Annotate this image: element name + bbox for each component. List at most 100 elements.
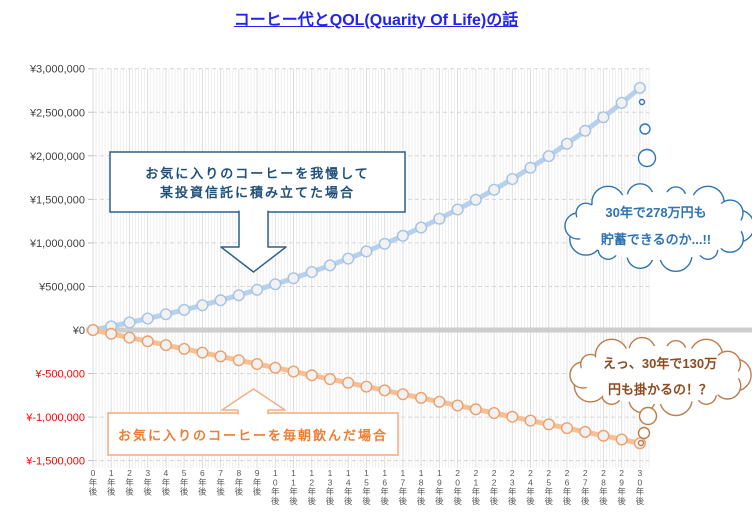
y-axis-label: ¥-500,000 [34,369,85,381]
data-point-marker [105,327,118,340]
data-point-marker [360,380,373,393]
cost-cloud-line1: えっ、30年で130万 [602,356,718,371]
investment-callout-arrow [220,210,287,273]
data-point-marker [159,308,172,321]
data-point-marker [378,384,391,397]
cloud-body [579,346,739,404]
y-axis-label: ¥1,500,000 [29,194,85,206]
data-point-marker [524,161,537,174]
y-axis-label: ¥2,500,000 [29,107,85,119]
savings-cloud-tail [637,98,657,168]
data-point-marker [524,414,537,427]
page-title: コーヒー代とQOL(Quarity Of Life)の話 [233,12,519,29]
x-axis-label: 1 9 年後 [435,468,444,506]
data-point-marker [396,388,409,401]
data-point-marker [469,403,482,416]
data-point-marker [633,81,646,94]
data-point-marker [615,96,628,109]
data-point-marker [214,294,227,307]
series-investment [86,81,646,337]
coffee-callout-arrow [221,388,286,415]
data-point-marker [324,259,337,272]
data-point-marker [597,111,610,124]
data-point-marker [232,354,245,367]
data-point-marker [342,252,355,265]
savings-thought-bubble-text: 30年で278万円も 貯蓄できるのか...!! [572,199,740,253]
cloud-body [574,192,742,260]
data-point-marker [251,358,264,371]
data-point-marker [251,283,264,296]
data-point-marker [214,350,227,363]
x-axis-label: 1 2 年後 [308,468,317,506]
y-axis-label: ¥500,000 [38,281,85,293]
data-point-marker [123,316,136,329]
cost-cloud-line2: 円も掛かるの！？ [607,382,712,397]
data-point-marker [141,312,154,325]
y-axis-label: ¥2,000,000 [29,151,85,163]
data-point-marker [451,203,464,216]
cost-thought-bubble-text: えっ、30年で130万 円も掛かるの！？ [580,351,740,403]
x-axis-label: 2 1 年後 [472,468,481,506]
x-axis-label: 2 6 年後 [563,468,572,506]
y-axis-label: ¥1,000,000 [29,238,85,250]
thought-tail-bubble [637,439,645,447]
x-axis-label: 1 4 年後 [344,468,353,506]
x-axis-label: 2 4 年後 [526,468,535,506]
data-point-marker [232,289,245,302]
data-point-marker [451,399,464,412]
data-point-marker [305,369,318,382]
x-axis-label: 8 年後 [235,468,244,497]
data-point-marker [178,342,191,355]
data-point-marker [415,391,428,404]
x-axis-label: 2 3 年後 [508,468,517,506]
x-axis-label: 0 年後 [89,468,98,497]
coffee-callout-line1: お気に入りのコーヒーを毎朝飲んだ場合 [117,427,388,443]
data-point-marker [561,137,574,150]
thought-tail-bubble [637,148,657,168]
data-point-marker [561,422,574,435]
x-axis-label: 5 年後 [180,468,189,497]
investment-callout-line2: 某投資信託に積み立てた場合 [159,185,355,200]
investment-callout-label: お気に入りのコーヒーを我慢して 某投資信託に積み立てた場合 [110,152,405,212]
data-point-marker [579,425,592,438]
savings-cloud-line2: 貯蓄できるのか...!! [600,232,712,247]
data-point-marker [305,266,318,279]
data-point-marker [269,361,282,374]
data-point-marker [123,331,136,344]
x-axis-label: 2 0 年後 [453,468,462,506]
data-point-marker [196,299,209,312]
x-axis-label: 1 8 年後 [417,468,426,506]
data-point-marker [615,433,628,446]
data-point-marker [287,365,300,378]
data-point-marker [178,303,191,316]
data-point-marker [360,245,373,258]
thought-tail-bubble [637,426,651,440]
coffee-callout-label: お気に入りのコーヒーを毎朝飲んだ場合 [108,413,398,455]
data-point-marker [86,324,99,337]
y-axis-label: ¥3,000,000 [29,64,85,76]
data-point-marker [342,376,355,389]
data-point-marker [415,221,428,234]
data-point-marker [141,335,154,348]
data-point-marker [542,418,555,431]
data-point-marker [396,229,409,242]
x-axis-label: 2 8 年後 [599,468,608,506]
data-point-marker [542,150,555,163]
y-axis-label: ¥-1,500,000 [25,456,85,468]
x-axis-label: 6 年後 [198,468,207,497]
x-axis-label: 3 年後 [143,468,152,497]
y-axis-label: ¥-1,000,000 [25,412,85,424]
thought-tail-bubble [639,123,651,135]
x-axis-label: 2 5 年後 [544,468,553,506]
data-point-marker [506,410,519,423]
thought-tail-bubble [638,406,658,426]
savings-cloud-line1: 30年で278万円も [605,205,707,220]
data-point-marker [269,278,282,291]
data-point-marker [469,193,482,206]
x-axis-label: 9 年後 [253,468,262,497]
x-axis-label: 3 0 年後 [636,468,645,506]
investment-callout-line1: お気に入りのコーヒーを我慢して [145,166,370,181]
x-axis-label: 1 0 年後 [271,468,280,506]
